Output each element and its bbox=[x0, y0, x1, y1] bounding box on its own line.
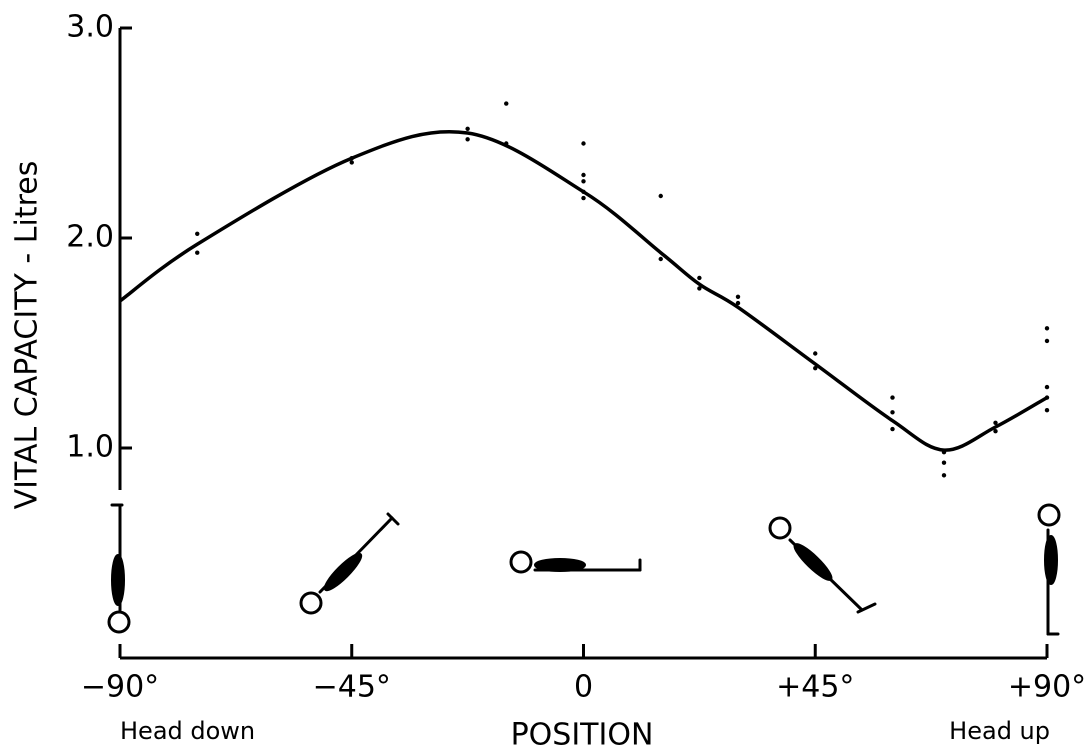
data-point bbox=[581, 195, 586, 201]
x-tick-label: −45° bbox=[313, 670, 391, 705]
data-point bbox=[581, 141, 586, 146]
data-point bbox=[581, 189, 586, 194]
data-point bbox=[658, 193, 663, 199]
data-point bbox=[890, 410, 895, 415]
data-point bbox=[993, 420, 998, 425]
data-point bbox=[890, 395, 895, 400]
data-point bbox=[941, 473, 947, 478]
y-axis-label: VITAL CAPACITY - Litres bbox=[10, 161, 45, 510]
data-point bbox=[890, 426, 895, 432]
data-point bbox=[813, 366, 818, 371]
data-point bbox=[941, 460, 947, 465]
data-point bbox=[1044, 338, 1050, 344]
data-point bbox=[349, 156, 354, 161]
data-point bbox=[349, 160, 354, 165]
data-point bbox=[697, 275, 702, 281]
data-point bbox=[735, 294, 741, 299]
data-point bbox=[465, 137, 470, 142]
data-point bbox=[735, 300, 741, 306]
data-point bbox=[1044, 384, 1050, 390]
y-tick-label: 1.0 bbox=[66, 430, 114, 465]
y-tick-label: 2.0 bbox=[66, 220, 114, 255]
x-end-label: Head down bbox=[120, 717, 255, 745]
position-figures bbox=[107, 503, 1061, 636]
data-point bbox=[1044, 326, 1050, 331]
x-axis-label: POSITION bbox=[511, 718, 654, 753]
data-point bbox=[658, 256, 663, 262]
data-point bbox=[581, 172, 586, 178]
data-point bbox=[1044, 408, 1050, 413]
data-point bbox=[993, 429, 998, 434]
data-point bbox=[581, 179, 586, 184]
x-end-label: Head up bbox=[949, 717, 1050, 745]
data-point bbox=[465, 126, 470, 131]
data-point bbox=[697, 286, 702, 291]
data-point bbox=[941, 450, 947, 455]
data-point bbox=[504, 141, 509, 146]
x-tick-label: +45° bbox=[776, 670, 854, 705]
x-tick-label: +90° bbox=[1008, 670, 1084, 705]
y-tick-label: 3.0 bbox=[66, 10, 114, 45]
curve bbox=[118, 129, 1048, 452]
data-point bbox=[195, 250, 200, 255]
data-point bbox=[504, 101, 509, 106]
x-tick-label: 0 bbox=[574, 670, 593, 705]
data-point bbox=[813, 351, 818, 356]
data-point bbox=[195, 231, 200, 236]
x-tick-label: −90° bbox=[81, 670, 159, 705]
data-point bbox=[1044, 395, 1050, 400]
